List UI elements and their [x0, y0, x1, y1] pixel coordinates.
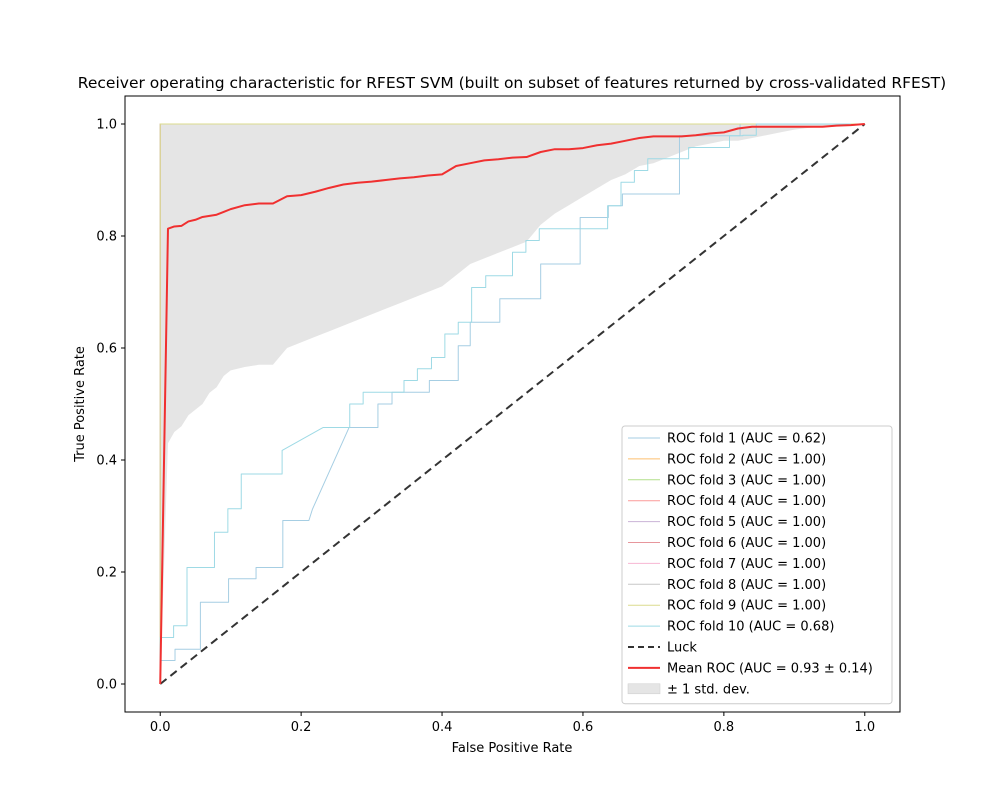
plot-area: [159, 123, 866, 685]
legend-label: ROC fold 1 (AUC = 0.62): [667, 432, 826, 447]
x-axis-label: False Positive Rate: [452, 741, 573, 756]
legend-label: ROC fold 5 (AUC = 1.00): [667, 515, 826, 530]
legend-label: ROC fold 3 (AUC = 1.00): [667, 473, 826, 488]
x-tick-label: 0.4: [432, 720, 453, 735]
series-line-11: [159, 123, 866, 685]
legend: ROC fold 1 (AUC = 0.62) ROC fold 2 (AUC =…: [621, 425, 893, 705]
y-axis-label: True Positive Rate: [73, 346, 88, 463]
legend-label: Mean ROC (AUC = 0.93 ± 0.14): [667, 661, 873, 676]
legend-label: ROC fold 7 (AUC = 1.00): [667, 557, 826, 572]
std-dev-band: [160, 124, 865, 684]
series-line-9: [159, 123, 865, 684]
x-tick-label: 0.0: [150, 720, 171, 735]
legend-label: ROC fold 10 (AUC = 0.68): [667, 620, 834, 635]
y-tick-label: 1.0: [96, 118, 117, 133]
legend-swatch: [627, 683, 661, 695]
x-axis: 0.0 0.2 0.4 0.6 0.8 1.0: [150, 712, 875, 735]
legend-label: ROC fold 2 (AUC = 1.00): [667, 452, 826, 467]
legend-label: ROC fold 9 (AUC = 1.00): [667, 599, 826, 614]
axes-frame: [124, 95, 901, 713]
series-line-12: [159, 123, 865, 685]
legend-label: ROC fold 6 (AUC = 1.00): [667, 536, 826, 551]
y-tick-label: 0.2: [96, 566, 117, 581]
chart-title: Receiver operating characteristic for RF…: [78, 74, 946, 92]
legend-label: ROC fold 4 (AUC = 1.00): [667, 494, 826, 509]
legend-label: ROC fold 8 (AUC = 1.00): [667, 578, 826, 593]
legend-label: Luck: [667, 641, 697, 656]
y-axis: 0.0 0.2 0.4 0.6 0.8 1.0: [96, 118, 125, 693]
x-tick-label: 1.0: [854, 720, 875, 735]
series-line-10: [159, 123, 851, 684]
legend-box: [621, 425, 893, 705]
y-tick-label: 0.6: [96, 342, 117, 357]
x-tick-label: 0.6: [573, 720, 594, 735]
y-tick-label: 0.8: [96, 230, 117, 245]
y-tick-label: 0.0: [96, 678, 117, 693]
legend-label: ± 1 std. dev.: [667, 682, 750, 697]
y-tick-label: 0.4: [96, 454, 117, 469]
x-tick-label: 0.2: [291, 720, 312, 735]
x-tick-label: 0.8: [714, 720, 735, 735]
